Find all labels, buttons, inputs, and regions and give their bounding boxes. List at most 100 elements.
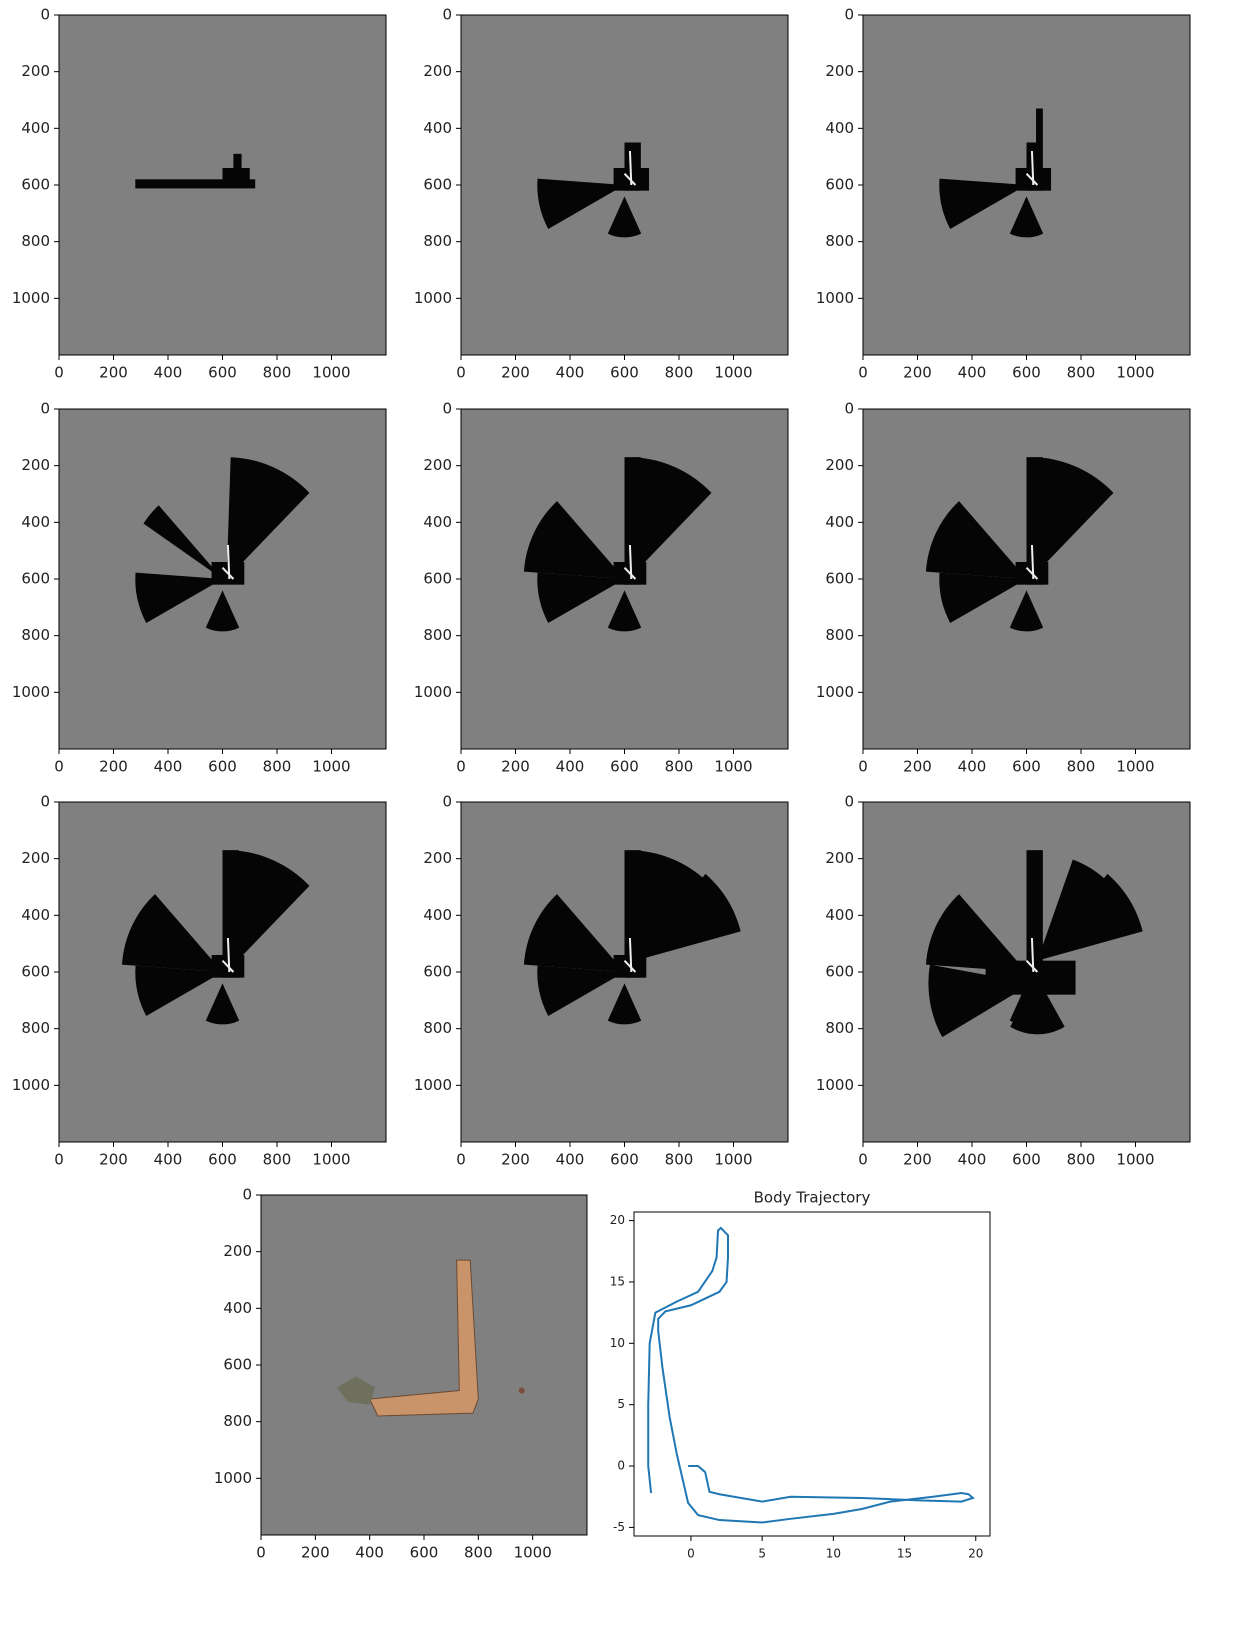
y-tick-label: 0 (242, 1186, 252, 1204)
x-tick-label: 0 (687, 1547, 695, 1561)
y-tick-label: 200 (21, 849, 50, 867)
x-tick-label: 600 (410, 1544, 439, 1562)
y-tick-label: 1000 (12, 683, 50, 701)
y-tick-label: 0 (617, 1459, 625, 1473)
y-tick-label: 0 (844, 400, 854, 418)
x-tick-label: 400 (958, 758, 987, 776)
x-tick-label: 0 (858, 1151, 868, 1169)
y-tick-label: 200 (423, 62, 452, 80)
y-tick-label: 600 (21, 176, 50, 194)
x-tick-label: 0 (456, 1151, 466, 1169)
x-tick-label: 200 (501, 1151, 530, 1169)
x-tick-label: 600 (610, 758, 639, 776)
y-tick-label: 800 (21, 626, 50, 644)
y-tick-label: 600 (423, 176, 452, 194)
y-tick-label: 1000 (816, 1076, 854, 1094)
y-tick-label: 10 (610, 1336, 625, 1350)
x-tick-label: 400 (958, 364, 987, 382)
x-tick-label: 800 (1067, 758, 1096, 776)
y-tick-label: 400 (21, 906, 50, 924)
x-tick-label: 20 (968, 1547, 983, 1561)
y-tick-label: 0 (844, 6, 854, 24)
y-tick-label: 800 (423, 626, 452, 644)
x-tick-label: 1000 (1116, 364, 1154, 382)
x-tick-label: 200 (501, 364, 530, 382)
chart-title: Body Trajectory (754, 1189, 871, 1207)
x-tick-label: 800 (665, 758, 694, 776)
x-tick-label: 200 (903, 758, 932, 776)
x-tick-label: 1000 (514, 1544, 552, 1562)
x-tick-label: 200 (301, 1544, 330, 1562)
x-tick-label: 200 (501, 758, 530, 776)
x-tick-label: 800 (665, 364, 694, 382)
y-tick-label: 200 (825, 456, 854, 474)
y-tick-label: 600 (825, 176, 854, 194)
x-tick-label: 600 (1012, 1151, 1041, 1169)
map-image (461, 802, 788, 1142)
x-tick-label: 400 (154, 1151, 183, 1169)
x-tick-label: 1000 (312, 758, 350, 776)
x-tick-label: 600 (1012, 758, 1041, 776)
y-tick-label: 600 (423, 963, 452, 981)
y-tick-label: 800 (223, 1412, 252, 1430)
y-tick-label: 400 (21, 119, 50, 137)
scan-block (1036, 109, 1043, 146)
y-tick-label: 800 (423, 232, 452, 250)
y-tick-label: 1000 (816, 289, 854, 307)
map-image (59, 15, 386, 355)
x-tick-label: 600 (610, 1151, 639, 1169)
x-tick-label: 400 (154, 364, 183, 382)
map-image (863, 802, 1190, 1142)
x-tick-label: 0 (256, 1544, 266, 1562)
y-tick-label: 200 (223, 1242, 252, 1260)
plot-area (634, 1212, 990, 1536)
x-tick-label: 800 (263, 1151, 292, 1169)
y-tick-label: 15 (610, 1274, 625, 1288)
x-tick-label: 0 (858, 758, 868, 776)
map-image (59, 409, 386, 749)
x-tick-label: 0 (54, 758, 64, 776)
y-tick-label: 0 (442, 6, 452, 24)
x-tick-label: 1000 (312, 364, 350, 382)
x-tick-label: 1000 (714, 364, 752, 382)
x-tick-label: 1000 (714, 1151, 752, 1169)
x-tick-label: 15 (897, 1547, 912, 1561)
map-image (863, 15, 1190, 355)
scan-block (1027, 850, 1043, 978)
y-tick-label: 400 (223, 1299, 252, 1317)
x-tick-label: 600 (208, 1151, 237, 1169)
x-tick-label: 600 (1012, 364, 1041, 382)
x-tick-label: 400 (154, 758, 183, 776)
map-image (461, 409, 788, 749)
x-tick-label: 1000 (1116, 758, 1154, 776)
x-tick-label: 200 (99, 1151, 128, 1169)
x-tick-label: 0 (858, 364, 868, 382)
y-tick-label: 20 (610, 1213, 625, 1227)
y-tick-label: 200 (423, 849, 452, 867)
y-tick-label: 200 (825, 849, 854, 867)
x-tick-label: 200 (903, 364, 932, 382)
map-image (59, 802, 386, 1142)
y-tick-label: 800 (423, 1019, 452, 1037)
y-tick-label: 400 (825, 513, 854, 531)
x-tick-label: 200 (99, 758, 128, 776)
y-tick-label: 600 (21, 570, 50, 588)
y-tick-label: 1000 (12, 1076, 50, 1094)
y-tick-label: 800 (825, 626, 854, 644)
x-tick-label: 200 (99, 364, 128, 382)
y-tick-label: 0 (442, 793, 452, 811)
y-tick-label: 400 (423, 513, 452, 531)
x-tick-label: 0 (54, 1151, 64, 1169)
x-tick-label: 0 (54, 364, 64, 382)
y-tick-label: 600 (825, 963, 854, 981)
x-tick-label: 800 (1067, 1151, 1096, 1169)
y-tick-label: 600 (21, 963, 50, 981)
map-image (461, 15, 788, 355)
y-tick-label: 800 (825, 232, 854, 250)
y-tick-label: 400 (423, 119, 452, 137)
x-tick-label: 400 (355, 1544, 384, 1562)
y-tick-label: 200 (423, 456, 452, 474)
x-tick-label: 600 (208, 364, 237, 382)
y-tick-label: 400 (825, 119, 854, 137)
y-tick-label: 1000 (414, 1076, 452, 1094)
